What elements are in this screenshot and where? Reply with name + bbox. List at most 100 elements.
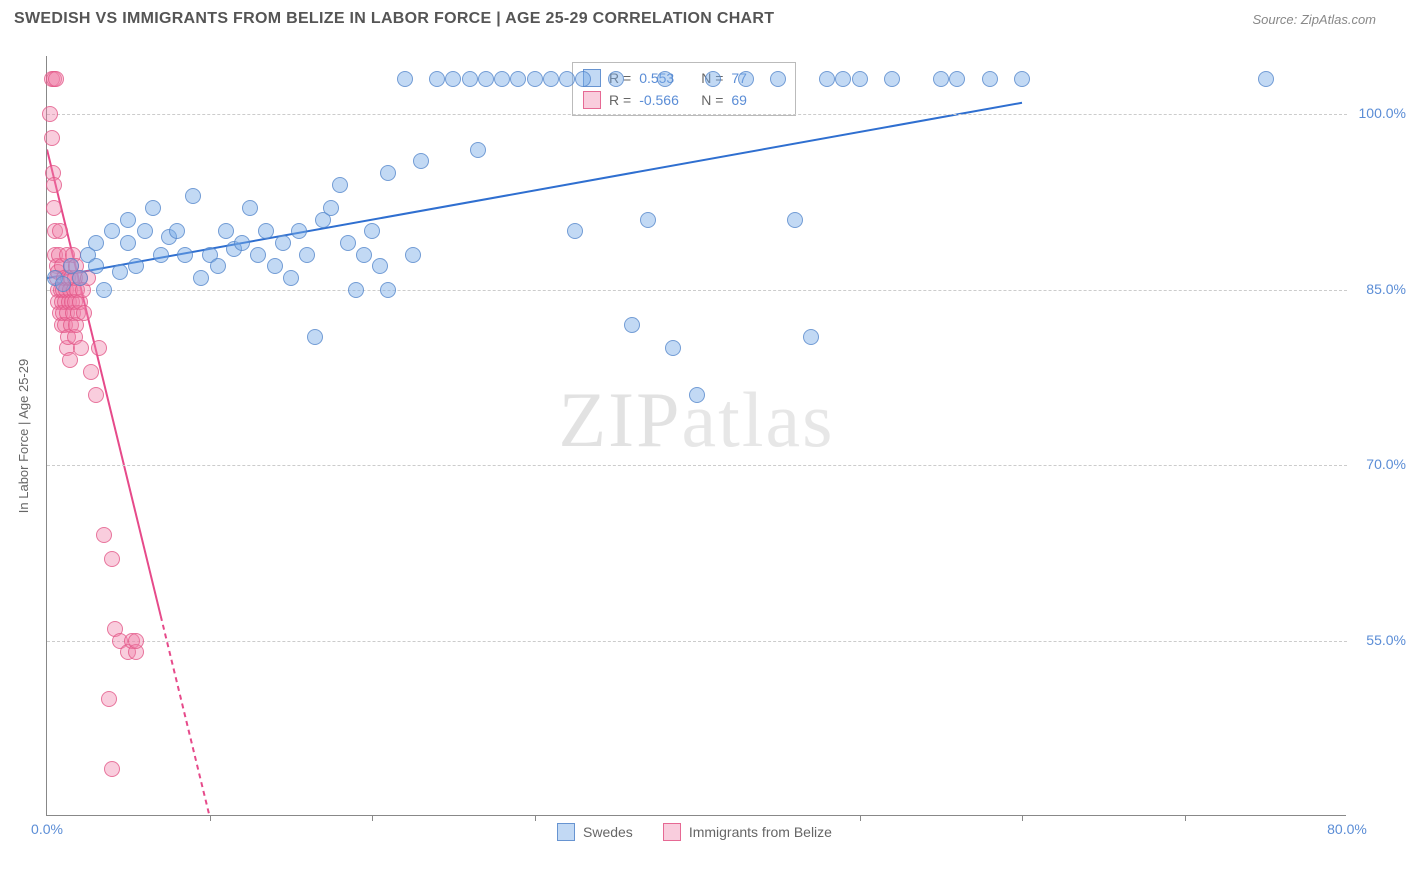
data-point-swedes [145, 200, 161, 216]
data-point-belize [42, 106, 58, 122]
swatch-pink-icon [663, 823, 681, 841]
data-point-swedes [137, 223, 153, 239]
data-point-swedes [120, 235, 136, 251]
data-point-swedes [128, 258, 144, 274]
data-point-swedes [267, 258, 283, 274]
data-point-swedes [689, 387, 705, 403]
data-point-swedes [380, 165, 396, 181]
data-point-belize [104, 551, 120, 567]
data-point-swedes [949, 71, 965, 87]
data-point-swedes [372, 258, 388, 274]
data-point-swedes [242, 200, 258, 216]
data-point-belize [46, 177, 62, 193]
data-point-swedes [234, 235, 250, 251]
data-point-swedes [55, 276, 71, 292]
trend-lines [47, 56, 1347, 816]
data-point-belize [83, 364, 99, 380]
y-axis-label: In Labor Force | Age 25-29 [16, 359, 31, 513]
data-point-belize [44, 130, 60, 146]
data-point-belize [76, 305, 92, 321]
data-point-swedes [275, 235, 291, 251]
data-point-swedes [258, 223, 274, 239]
xtick [1185, 815, 1186, 821]
data-point-swedes [299, 247, 315, 263]
data-point-swedes [982, 71, 998, 87]
ytick-label: 100.0% [1351, 105, 1406, 121]
data-point-swedes [640, 212, 656, 228]
data-point-swedes [770, 71, 786, 87]
n-value-belize: 69 [731, 92, 785, 108]
gridline [47, 465, 1347, 466]
xtick-label: 0.0% [31, 821, 63, 837]
ytick-label: 55.0% [1351, 632, 1406, 648]
ytick-label: 70.0% [1351, 456, 1406, 472]
data-point-swedes [397, 71, 413, 87]
data-point-belize [96, 527, 112, 543]
xtick [535, 815, 536, 821]
ytick-label: 85.0% [1351, 281, 1406, 297]
r-value-belize: -0.566 [639, 92, 693, 108]
data-point-swedes [283, 270, 299, 286]
data-point-swedes [364, 223, 380, 239]
data-point-swedes [413, 153, 429, 169]
data-point-swedes [169, 223, 185, 239]
data-point-swedes [380, 282, 396, 298]
data-point-swedes [250, 247, 266, 263]
data-point-swedes [835, 71, 851, 87]
data-point-swedes [494, 71, 510, 87]
data-point-swedes [88, 258, 104, 274]
data-point-swedes [72, 270, 88, 286]
legend-label-belize: Immigrants from Belize [689, 824, 832, 840]
data-point-swedes [738, 71, 754, 87]
xtick-label: 80.0% [1327, 821, 1367, 837]
data-point-swedes [405, 247, 421, 263]
xtick [372, 815, 373, 821]
data-point-swedes [96, 282, 112, 298]
data-point-belize [128, 633, 144, 649]
data-point-swedes [185, 188, 201, 204]
n-label: N = [701, 92, 723, 108]
data-point-belize [101, 691, 117, 707]
data-point-swedes [819, 71, 835, 87]
data-point-swedes [104, 223, 120, 239]
xtick [1022, 815, 1023, 821]
data-point-swedes [624, 317, 640, 333]
data-point-swedes [445, 71, 461, 87]
data-point-swedes [348, 282, 364, 298]
data-point-swedes [291, 223, 307, 239]
data-point-swedes [575, 71, 591, 87]
data-point-belize [46, 200, 62, 216]
data-point-swedes [307, 329, 323, 345]
data-point-swedes [470, 142, 486, 158]
data-point-swedes [852, 71, 868, 87]
data-point-swedes [462, 71, 478, 87]
data-point-swedes [559, 71, 575, 87]
data-point-swedes [543, 71, 559, 87]
data-point-swedes [332, 177, 348, 193]
xtick [860, 815, 861, 821]
data-point-swedes [665, 340, 681, 356]
data-point-swedes [1258, 71, 1274, 87]
stats-box: R = 0.553 N = 77 R = -0.566 N = 69 [572, 62, 796, 116]
data-point-belize [48, 71, 64, 87]
swatch-blue-icon [557, 823, 575, 841]
data-point-swedes [608, 71, 624, 87]
data-point-swedes [567, 223, 583, 239]
gridline [47, 641, 1347, 642]
data-point-swedes [527, 71, 543, 87]
stats-row-belize: R = -0.566 N = 69 [583, 89, 785, 111]
gridline [47, 290, 1347, 291]
data-point-swedes [356, 247, 372, 263]
data-point-swedes [787, 212, 803, 228]
source-attribution: Source: ZipAtlas.com [1252, 12, 1376, 27]
legend-item-swedes: Swedes [557, 823, 633, 841]
gridline [47, 114, 1347, 115]
data-point-swedes [1014, 71, 1030, 87]
data-point-swedes [112, 264, 128, 280]
data-point-swedes [478, 71, 494, 87]
chart-title: SWEDISH VS IMMIGRANTS FROM BELIZE IN LAB… [14, 10, 774, 28]
swatch-pink-icon [583, 91, 601, 109]
data-point-swedes [510, 71, 526, 87]
data-point-swedes [177, 247, 193, 263]
data-point-swedes [193, 270, 209, 286]
